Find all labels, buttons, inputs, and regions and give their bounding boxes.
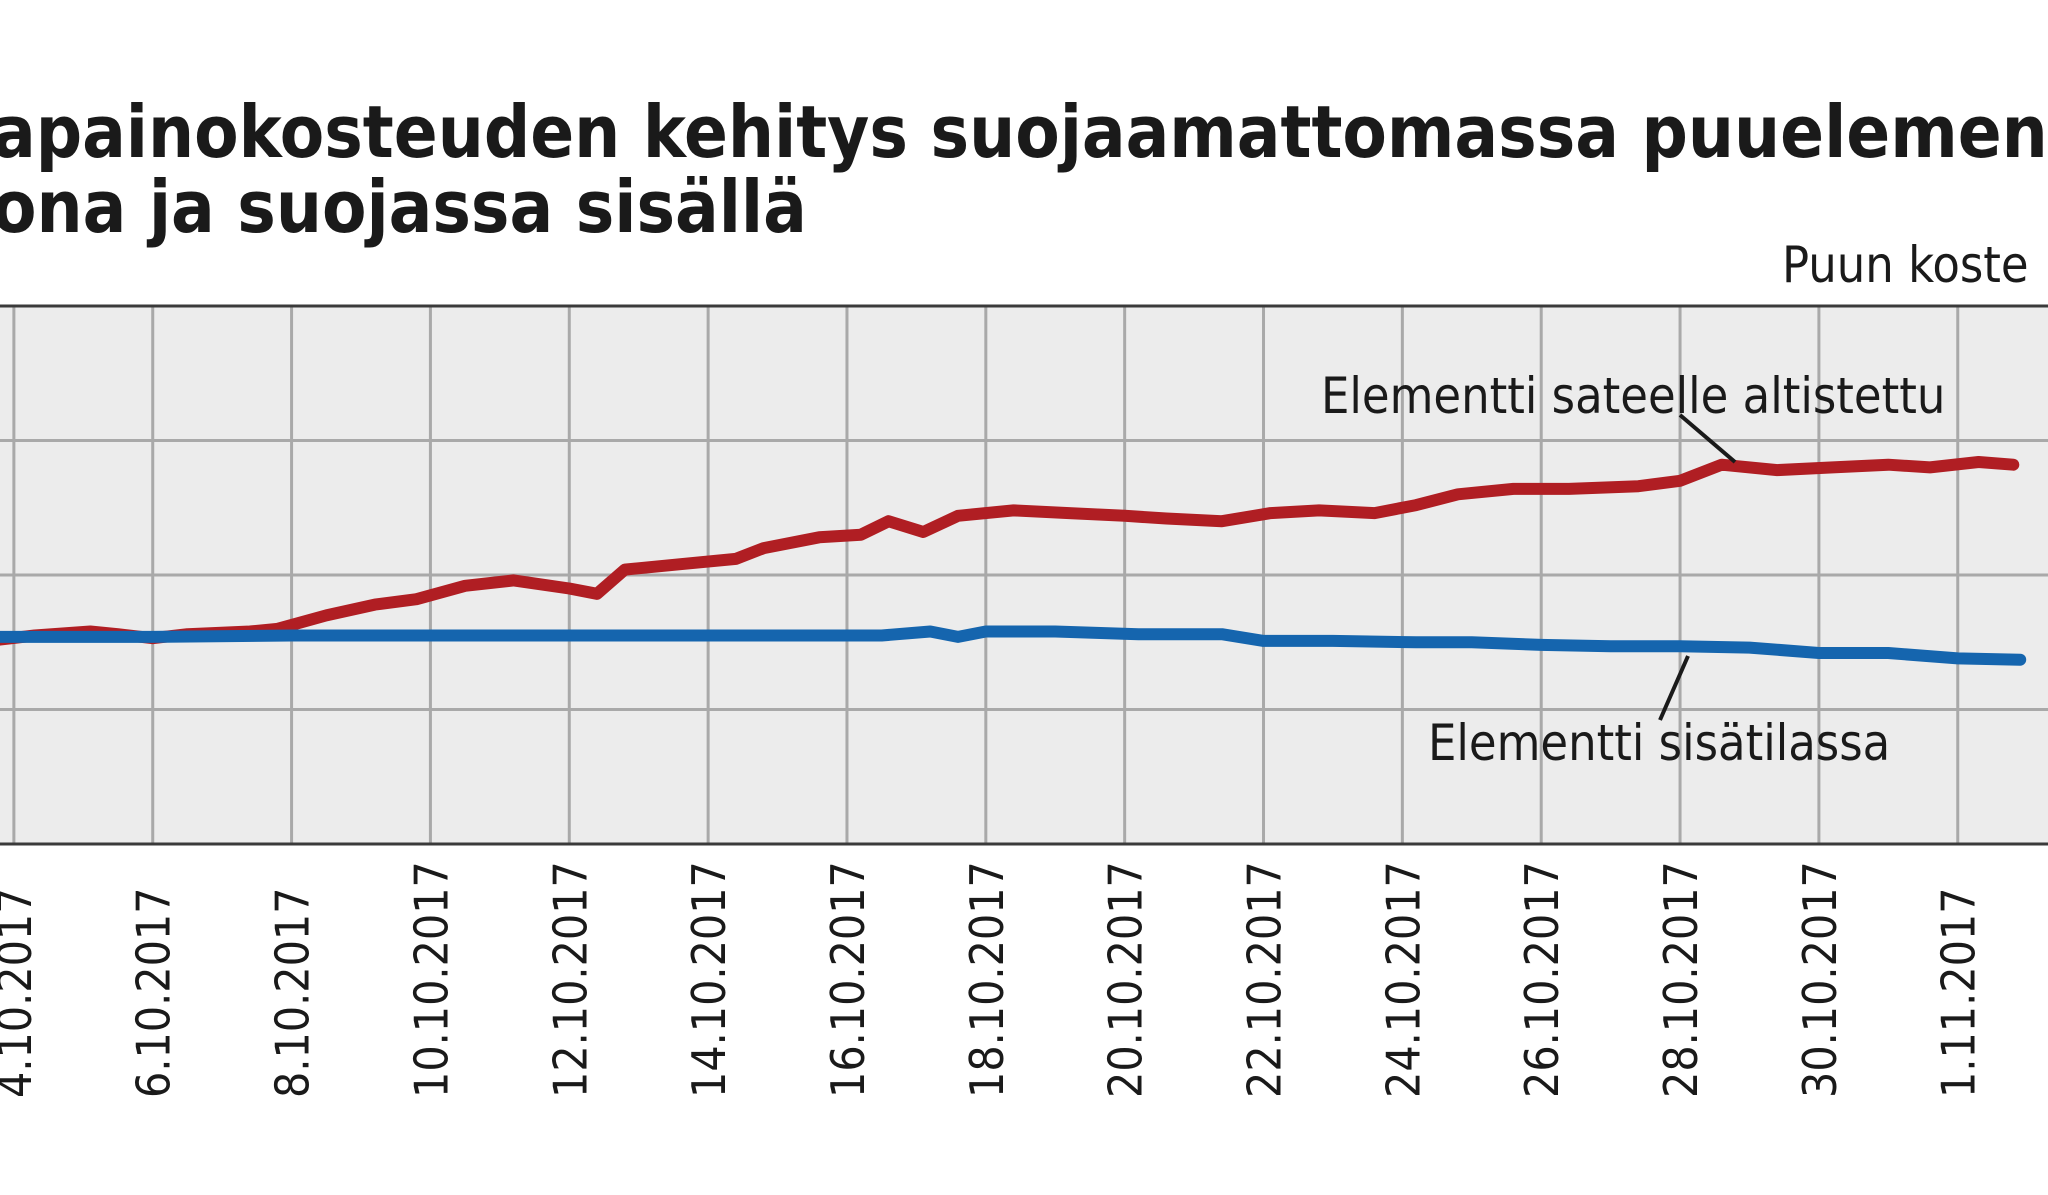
x-tick-label: 1.11.2017: [1932, 887, 1986, 1098]
series-group: [0, 456, 2027, 666]
x-tick-label: 16.10.2017: [821, 861, 875, 1098]
x-tick-label: 18.10.2017: [960, 861, 1014, 1098]
legend-label-exposed: Elementti sateelle altistettu: [1321, 367, 1945, 425]
y-axis-label: Puun koste: [1782, 236, 2029, 294]
x-tick-label: 30.10.2017: [1793, 861, 1847, 1098]
x-tick-label: 8.10.2017: [266, 887, 320, 1098]
x-tick-label: 24.10.2017: [1376, 861, 1430, 1098]
legend-leader-exposed: [1678, 413, 1737, 464]
x-tick-label: 6.10.2017: [127, 887, 181, 1098]
x-tick-label: 26.10.2017: [1515, 861, 1569, 1098]
series-line-indoor: [0, 625, 2027, 666]
x-tick-label: 28.10.2017: [1654, 861, 1708, 1098]
series-line-exposed: [0, 456, 2020, 646]
x-tick-label: 10.10.2017: [404, 861, 458, 1098]
x-tick-label: 4.10.2017: [0, 887, 42, 1098]
chart-title-line1: apainokosteuden kehitys suojaamattomassa…: [0, 90, 2048, 174]
legend-label-indoor: Elementti sisätilassa: [1428, 714, 1890, 772]
x-tick-label: 22.10.2017: [1238, 861, 1292, 1098]
x-tick-label: 12.10.2017: [543, 861, 597, 1098]
chart-title-line2: ona ja suojassa sisällä: [0, 165, 807, 249]
x-tick-label: 14.10.2017: [682, 861, 736, 1098]
x-tick-labels: 4.10.2017 6.10.2017 8.10.2017 10.10.2017 12.…: [0, 861, 1986, 1098]
legend-leader-indoor: [1658, 655, 1690, 721]
x-tick-label: 20.10.2017: [1099, 861, 1153, 1098]
grid: [0, 306, 2048, 844]
